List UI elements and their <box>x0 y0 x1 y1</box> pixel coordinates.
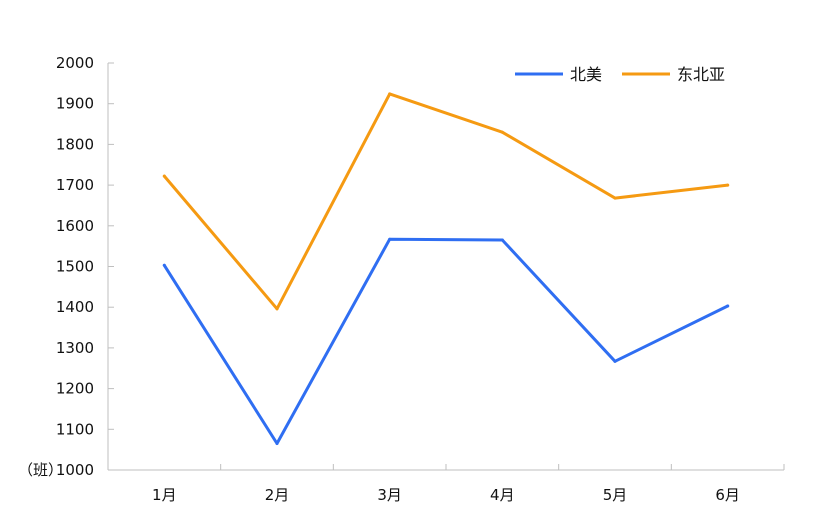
y-tick-label: 1400 <box>56 298 94 316</box>
y-tick-label: 1300 <box>56 339 94 357</box>
data-point <box>613 196 617 200</box>
data-point <box>275 442 279 446</box>
data-point <box>162 263 166 267</box>
data-point <box>162 174 166 178</box>
legend: 北美 东北亚 <box>515 65 725 84</box>
y-tick-label: 1600 <box>56 217 94 235</box>
x-tick-label: 5月 <box>603 486 628 504</box>
y-tick-label: 1500 <box>56 258 94 276</box>
y-tick-label: 1800 <box>56 135 94 153</box>
data-point <box>500 130 504 134</box>
y-tick-label: 2000 <box>56 54 94 72</box>
x-tick-label: 6月 <box>715 486 740 504</box>
y-tick-label: 1000 <box>56 461 94 479</box>
series-lines <box>162 92 730 446</box>
legend-label: 东北亚 <box>677 65 725 84</box>
data-point <box>613 359 617 363</box>
y-tick-label: 1700 <box>56 176 94 194</box>
x-tick-label: 2月 <box>265 486 290 504</box>
x-tick-label: 4月 <box>490 486 515 504</box>
y-tick-label: 1200 <box>56 380 94 398</box>
x-tick-label: 3月 <box>377 486 402 504</box>
data-point <box>726 304 730 308</box>
y-tick-label: 1100 <box>56 420 94 438</box>
axes: 1000 1100 1200 1300 1400 1500 1600 1700 1800 1900… <box>56 54 785 504</box>
series-line-1 <box>162 237 730 445</box>
data-point <box>388 92 392 96</box>
data-point <box>500 238 504 242</box>
y-axis-unit-label: （班） <box>18 461 63 479</box>
legend-label: 北美 <box>570 65 602 84</box>
series-line-2 <box>162 92 730 311</box>
x-tick-label: 1月 <box>152 486 177 504</box>
y-tick-label: 1900 <box>56 95 94 113</box>
data-point <box>275 307 279 311</box>
data-point <box>726 183 730 187</box>
data-point <box>388 237 392 241</box>
